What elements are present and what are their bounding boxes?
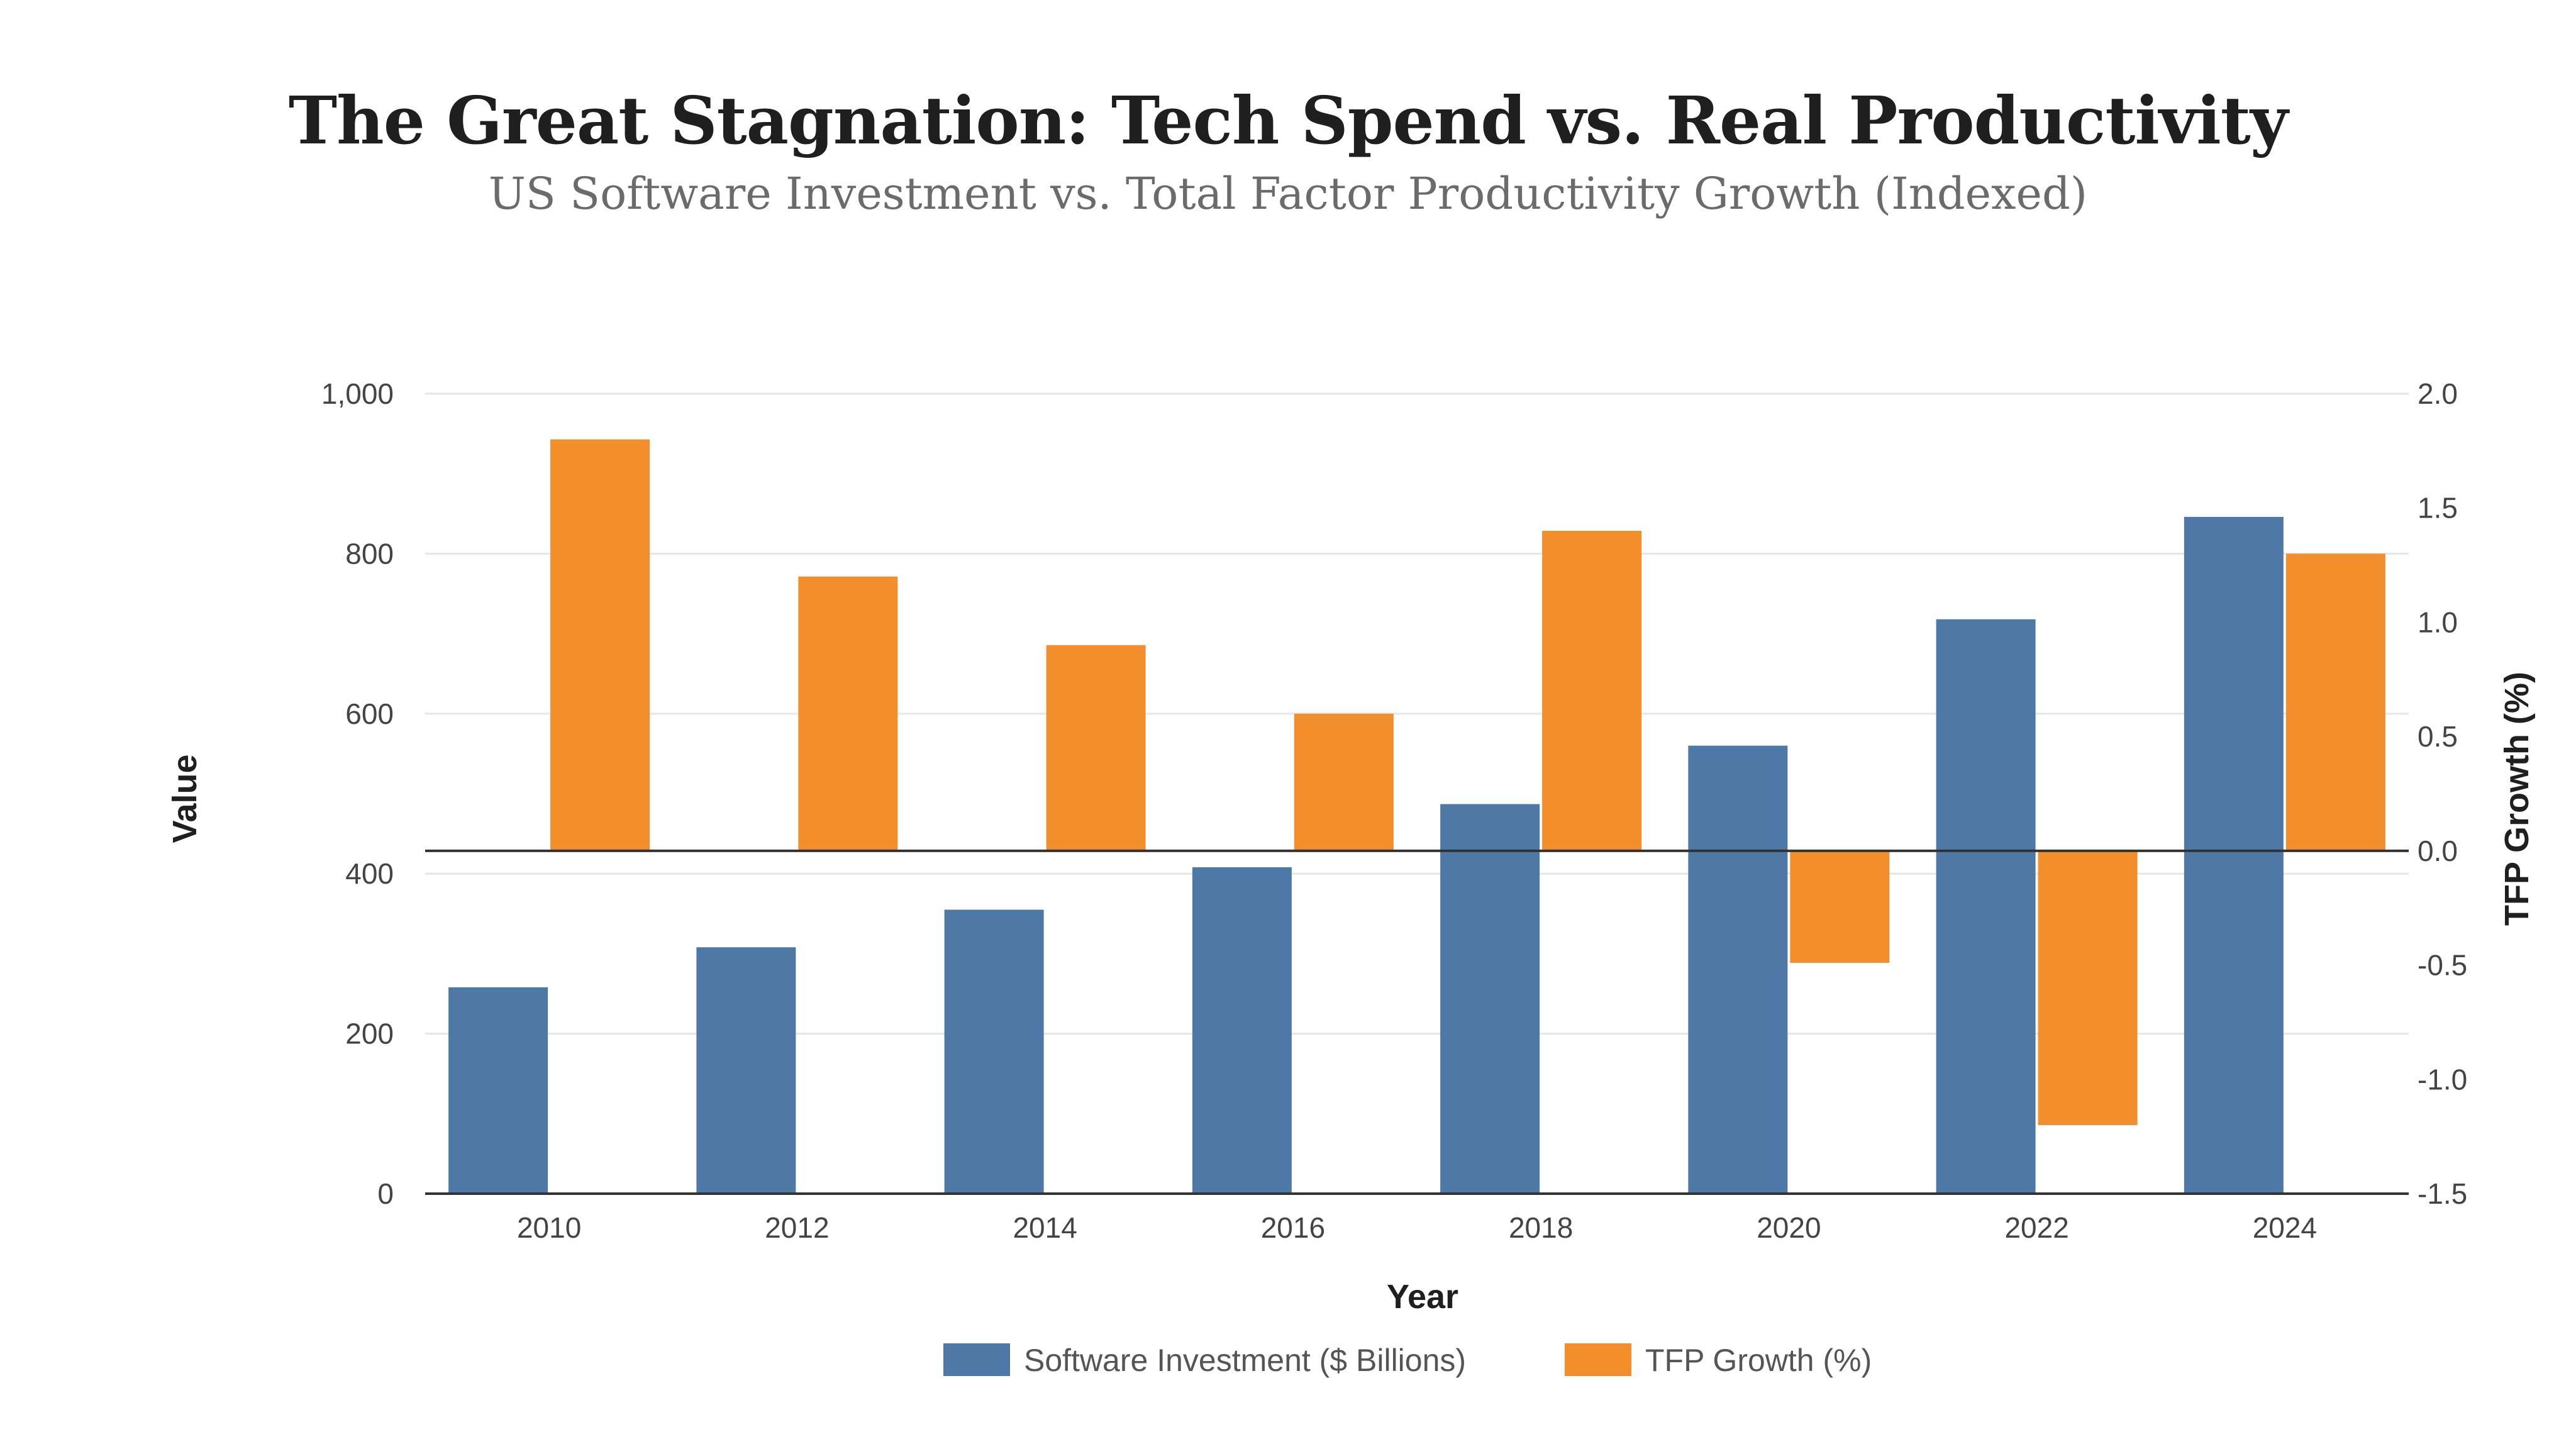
legend-label-software: Software Investment ($ Billions): [1024, 1343, 1466, 1378]
bar-software-investment: [1688, 745, 1788, 1194]
legend: Software Investment ($ Billions) TFP Gro…: [943, 1343, 1872, 1378]
bar-software-investment: [696, 947, 796, 1194]
y-axis-title: Value: [166, 754, 204, 843]
y2-axis-title: TFP Growth (%): [2498, 672, 2536, 926]
y2-tick-label: -1.5: [2418, 1177, 2467, 1210]
bar-tfp-growth: [1294, 713, 1394, 851]
y2-tick-label: -0.5: [2418, 949, 2467, 982]
legend-label-tfp: TFP Growth (%): [1645, 1343, 1872, 1378]
bar-software-investment: [2184, 516, 2284, 1194]
x-tick-label: 2022: [2004, 1211, 2068, 1244]
y-tick-label: 800: [345, 537, 394, 570]
chart-title: The Great Stagnation: Tech Spend vs. Rea…: [288, 82, 2289, 159]
chart-subtitle: US Software Investment vs. Total Factor …: [488, 168, 2088, 219]
y2-tick-label: 0.0: [2418, 835, 2458, 867]
bar-tfp-growth: [550, 439, 650, 851]
x-axis-title: Year: [1387, 1278, 1458, 1316]
bar-software-investment: [944, 909, 1044, 1194]
bar-tfp-growth: [2038, 850, 2138, 1125]
bar-software-investment: [1440, 804, 1540, 1194]
bar-tfp-growth: [1790, 850, 1890, 963]
x-tick-label: 2012: [765, 1211, 829, 1244]
chart-header: The Great Stagnation: Tech Spend vs. Rea…: [0, 82, 2576, 219]
bar-tfp-growth: [2285, 553, 2385, 851]
y-tick-label: 600: [345, 697, 394, 730]
y-tick-label: 200: [345, 1018, 394, 1050]
x-tick-label: 2016: [1261, 1211, 1325, 1244]
bar-tfp-growth: [1046, 645, 1146, 851]
x-tick-label: 2010: [517, 1211, 581, 1244]
bar-software-investment: [448, 987, 548, 1194]
y-tick-label: 1,000: [321, 377, 394, 410]
legend-swatch-software: [943, 1343, 1010, 1376]
y2-tick-label: 1.5: [2418, 492, 2458, 525]
y-tick-label: 0: [377, 1177, 394, 1210]
x-tick-label: 2024: [2253, 1211, 2317, 1244]
y2-tick-label: -1.0: [2418, 1063, 2467, 1096]
labels-layer: 0 200 400 600 800 1,000 -1.5 -1.0 -0.5 0.0 0.5 1.0 1…: [321, 377, 2467, 1244]
y2-tick-label: 1.0: [2418, 606, 2458, 638]
y-tick-label: 400: [345, 857, 394, 890]
bar-tfp-growth: [798, 576, 898, 851]
axes-layer: [425, 849, 2409, 1195]
y2-tick-label: 0.5: [2418, 720, 2458, 753]
bar-software-investment: [1192, 867, 1292, 1194]
y2-tick-label: 2.0: [2418, 377, 2458, 410]
bar-tfp-growth: [1542, 531, 1642, 851]
bar-software-investment: [1936, 619, 2036, 1194]
x-tick-label: 2014: [1013, 1211, 1077, 1244]
x-tick-label: 2020: [1757, 1211, 1821, 1244]
legend-swatch-tfp: [1565, 1343, 1631, 1376]
bars-layer: [448, 439, 2385, 1194]
x-tick-label: 2018: [1509, 1211, 1573, 1244]
